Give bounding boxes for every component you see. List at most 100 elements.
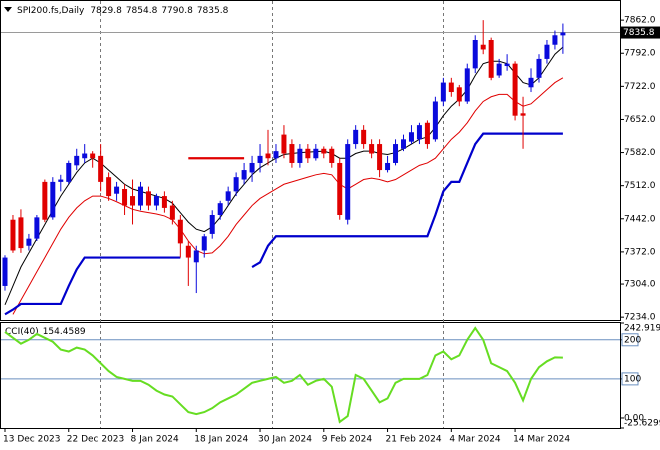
candle-body: [560, 32, 566, 36]
candle-body: [448, 82, 454, 93]
indicator-line: [4, 132, 563, 316]
x-tick-label: 21 Feb 2024: [386, 435, 442, 445]
y-tick-label: 7304.0: [624, 280, 656, 290]
candle-body: [353, 129, 359, 145]
candle-body: [289, 144, 295, 163]
candle-body: [297, 148, 303, 163]
close-value: 7835.8: [197, 6, 229, 16]
candle-body: [10, 219, 16, 251]
candle-body: [145, 191, 151, 206]
candle-body: [106, 177, 112, 197]
candle-body: [201, 236, 207, 251]
x-tick-label: 8 Jan 2024: [131, 435, 179, 445]
candle-body: [401, 139, 406, 149]
candle-body: [305, 148, 311, 159]
cci-header: CCI(40) 154.4589: [5, 327, 86, 337]
candle-body: [369, 144, 375, 154]
candle-body: [137, 186, 143, 206]
candle-body: [361, 129, 367, 145]
candle-body: [552, 35, 558, 45]
indicator-line: [12, 77, 564, 315]
y-tick-label: 7234.0: [624, 313, 656, 323]
candle-body: [193, 250, 199, 263]
candle-body: [432, 101, 438, 140]
price-panel-frame: [0, 0, 621, 321]
x-tick-label: 9 Feb 2024: [322, 435, 373, 445]
candle-body: [241, 170, 247, 180]
cci-panel-frame: [0, 322, 621, 429]
candle-body: [169, 205, 175, 220]
candle-body: [488, 40, 494, 78]
candle-body: [480, 44, 486, 50]
y-tick-label: 200: [624, 335, 641, 345]
candle-body: [90, 153, 96, 159]
candle-body: [536, 58, 542, 78]
candle-body: [18, 217, 24, 249]
candle-body: [512, 63, 518, 116]
candle-body: [464, 68, 470, 102]
candle-body: [249, 162, 255, 173]
open-value: 7829.8: [90, 6, 122, 16]
collapse-arrow: [4, 7, 12, 12]
candle-body: [528, 77, 534, 88]
candle-body: [217, 203, 223, 215]
candle-body: [82, 153, 88, 159]
candle-body: [329, 148, 335, 163]
candle-body: [58, 179, 64, 182]
cci-line: [4, 326, 563, 424]
high-value: 7854.8: [126, 6, 158, 16]
y-tick-label: 242.9194: [624, 324, 660, 334]
candle-body: [209, 215, 215, 234]
candle-body: [496, 63, 502, 76]
candle-body: [321, 148, 327, 154]
current-price-label: 7835.8: [623, 28, 655, 38]
candle-body: [114, 186, 120, 194]
candle-body: [265, 153, 271, 159]
candle-body: [273, 151, 279, 159]
candle-body: [504, 63, 510, 67]
y-tick-label: 7792.0: [624, 49, 656, 59]
x-tick-label: 14 Mar 2024: [513, 435, 570, 445]
candle-body: [185, 245, 191, 258]
y-tick-label: 7652.0: [624, 115, 656, 125]
candle-body: [2, 257, 8, 286]
low-value: 7790.8: [161, 6, 193, 16]
y-tick-label: 7582.0: [624, 148, 656, 158]
candle-body: [153, 196, 159, 206]
cci-value: 154.4589: [43, 327, 86, 337]
candle-body: [544, 44, 550, 59]
period-separators: [100, 1, 444, 428]
y-tick-label: 100: [624, 374, 641, 384]
candle-body: [177, 219, 183, 244]
y-tick-label: 7722.0: [624, 82, 656, 92]
candle-body: [130, 196, 136, 206]
current-price-box: [620, 26, 660, 39]
y-tick-label: 7442.0: [624, 214, 656, 224]
candle-body: [42, 181, 48, 220]
candle-body: [440, 82, 446, 102]
cci-title: CCI(40): [5, 327, 39, 337]
x-tick-label: 22 Dec 2023: [67, 435, 125, 445]
symbol: SPI200.fs,Daily: [17, 6, 85, 16]
candle-body: [416, 125, 422, 140]
candle-body: [456, 87, 462, 102]
level-label-box: [621, 333, 639, 347]
candle-body: [424, 122, 430, 145]
x-tick-label: 30 Jan 2024: [258, 435, 312, 445]
y-tick-label: 7512.0: [624, 181, 656, 191]
candle-body: [472, 40, 478, 69]
y-tick-label: -25.6299: [624, 419, 660, 429]
candle-body: [161, 196, 167, 208]
x-tick-label: 4 Mar 2024: [449, 435, 501, 445]
y-tick-label: 0.00: [624, 413, 644, 423]
x-tick-label: 18 Jan 2024: [194, 435, 248, 445]
candle-body: [34, 217, 40, 239]
candle-body: [520, 113, 526, 116]
candle-body: [233, 177, 239, 192]
chart-header: SPI200.fs,Daily 7829.8 7854.8 7790.8 7835.8: [17, 6, 229, 16]
candle-body: [393, 144, 399, 163]
candle-body: [50, 181, 56, 218]
